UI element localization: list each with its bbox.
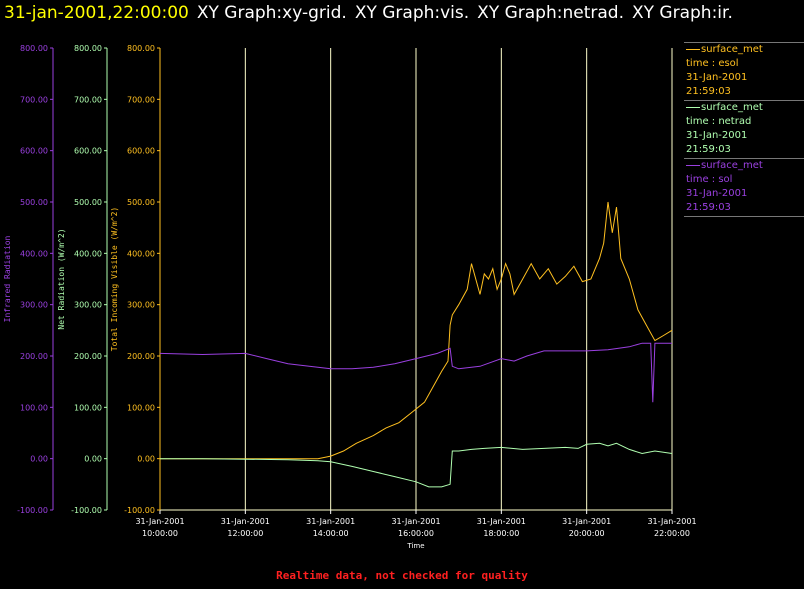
legend: surface_met time : esol 31-Jan-2001 21:5… [684, 42, 804, 217]
x-tick-label-time: 18:00:00 [483, 529, 519, 538]
y-tick-label: 700.00 [127, 95, 155, 104]
y-tick-label: 0.00 [84, 455, 102, 464]
y-tick-label: 600.00 [127, 147, 155, 156]
legend-field: time : esol [686, 58, 739, 69]
y-tick-label: 300.00 [127, 301, 155, 310]
y-tick-label: 0.00 [137, 455, 155, 464]
x-axis-label: Time [406, 542, 424, 550]
y-tick-label: 500.00 [20, 198, 48, 207]
y-tick-label: 200.00 [20, 352, 48, 361]
x-tick-label-date: 31-Jan-2001 [221, 517, 270, 526]
quality-warning: Realtime data, not checked for quality [276, 569, 528, 582]
legend-line-esol [686, 48, 700, 50]
x-tick-label-time: 22:00:00 [654, 529, 690, 538]
legend-time: 21:59:03 [686, 144, 731, 155]
y-tick-label: 200.00 [127, 352, 155, 361]
legend-date: 31-Jan-2001 [686, 72, 748, 83]
graph-title-ir: XY Graph:ir. [631, 3, 733, 23]
x-tick-label-date: 31-Jan-2001 [477, 517, 526, 526]
x-tick-label-date: 31-Jan-2001 [391, 517, 440, 526]
header: 31-jan-2001,22:00:00 XY Graph:xy-grid. XY … [4, 2, 733, 26]
x-tick-label-date: 31-Jan-2001 [562, 517, 611, 526]
y-tick-label: 600.00 [74, 147, 102, 156]
y-tick-label: 600.00 [20, 147, 48, 156]
y-tick-label: 500.00 [74, 198, 102, 207]
series-line-ir [159, 342, 672, 403]
y-axis-label-ir: Infrared Radiation [3, 235, 12, 322]
y-tick-label: 400.00 [74, 249, 102, 258]
legend-date: 31-Jan-2001 [686, 188, 748, 199]
graph-title-netrad: XY Graph:netrad. [477, 3, 624, 23]
y-tick-label: 100.00 [74, 403, 102, 412]
y-tick-label: 200.00 [74, 352, 102, 361]
y-axis-label-vis: Total Incoming Visible (W/m^2) [110, 207, 119, 352]
y-tick-label: -100.00 [71, 506, 102, 515]
y-tick-label: 700.00 [20, 95, 48, 104]
timestamp: 31-jan-2001,22:00:00 [4, 3, 189, 23]
legend-field: time : netrad [686, 116, 752, 127]
y-tick-label: 800.00 [20, 44, 48, 53]
y-tick-label: 100.00 [127, 403, 155, 412]
y-tick-label: 800.00 [74, 44, 102, 53]
legend-time: 21:59:03 [686, 86, 731, 97]
legend-entry-esol: surface_met time : esol 31-Jan-2001 21:5… [684, 42, 804, 100]
y-tick-label: 400.00 [20, 249, 48, 258]
legend-line-sol [686, 164, 700, 166]
y-tick-label: 700.00 [74, 95, 102, 104]
y-tick-label: 800.00 [127, 44, 155, 53]
y-tick-label: -100.00 [17, 506, 48, 515]
y-tick-label: 300.00 [74, 301, 102, 310]
legend-entry-sol: surface_met time : sol 31-Jan-2001 21:59… [684, 158, 804, 217]
y-tick-label: 400.00 [127, 249, 155, 258]
graph-title-xy-grid: XY Graph:xy-grid. [196, 3, 347, 23]
series-line-vis [160, 201, 673, 460]
graph-title-vis: XY Graph:vis. [354, 3, 470, 23]
legend-source: surface_met [701, 160, 763, 171]
y-tick-label: 100.00 [20, 403, 48, 412]
x-tick-label-time: 12:00:00 [227, 529, 263, 538]
y-tick-label: 500.00 [127, 198, 155, 207]
x-tick-label-time: 16:00:00 [398, 529, 434, 538]
y-tick-label: 0.00 [30, 455, 48, 464]
x-tick-label-time: 20:00:00 [569, 529, 605, 538]
x-tick-label-date: 31-Jan-2001 [306, 517, 355, 526]
x-tick-label-time: 14:00:00 [313, 529, 349, 538]
x-tick-label-time: 10:00:00 [142, 529, 178, 538]
legend-source: surface_met [701, 44, 763, 55]
x-tick-label-date: 31-Jan-2001 [647, 517, 696, 526]
legend-entry-netrad: surface_met time : netrad 31-Jan-2001 21… [684, 100, 804, 158]
legend-time: 21:59:03 [686, 202, 731, 213]
y-tick-label: -100.00 [124, 506, 155, 515]
legend-field: time : sol [686, 174, 733, 185]
legend-source: surface_met [701, 102, 763, 113]
x-tick-label-date: 31-Jan-2001 [135, 517, 184, 526]
y-tick-label: 300.00 [20, 301, 48, 310]
legend-line-netrad [686, 106, 700, 108]
y-axis-label-netrad: Net Radiation (W/m^2) [57, 228, 66, 329]
legend-date: 31-Jan-2001 [686, 130, 748, 141]
series-line-netrad [160, 442, 673, 488]
